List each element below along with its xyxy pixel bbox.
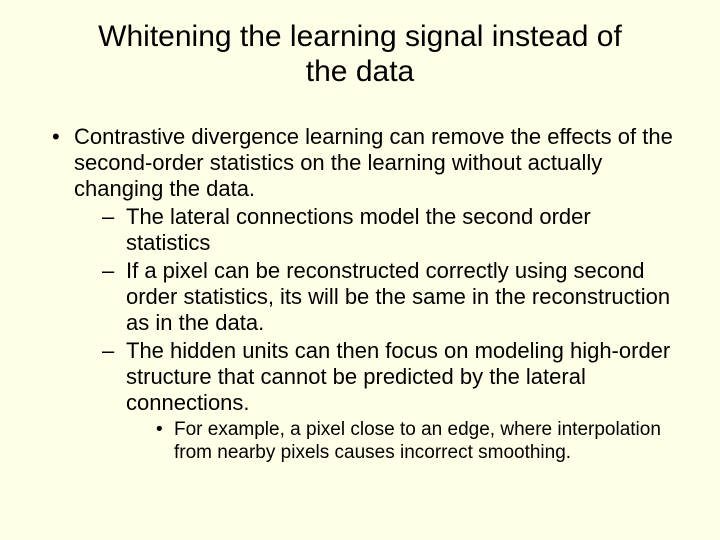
- list-item: If a pixel can be reconstructed correctl…: [102, 258, 680, 336]
- bullet-text: The hidden units can then focus on model…: [126, 338, 670, 415]
- list-item: The lateral connections model the second…: [102, 204, 680, 256]
- bullet-list-level3: For example, a pixel close to an edge, w…: [154, 419, 680, 464]
- bullet-list-level2: The lateral connections model the second…: [102, 204, 680, 464]
- bullet-text: If a pixel can be reconstructed correctl…: [126, 258, 670, 335]
- bullet-text: The lateral connections model the second…: [126, 204, 591, 255]
- list-item: For example, a pixel close to an edge, w…: [154, 419, 680, 464]
- list-item: The hidden units can then focus on model…: [102, 338, 680, 465]
- bullet-text: For example, a pixel close to an edge, w…: [174, 419, 661, 462]
- slide-title: Whitening the learning signal instead of…: [40, 20, 680, 89]
- bullet-list-level1: Contrastive divergence learning can remo…: [50, 124, 680, 464]
- bullet-text: Contrastive divergence learning can remo…: [74, 124, 673, 201]
- slide: Whitening the learning signal instead of…: [0, 0, 720, 540]
- list-item: Contrastive divergence learning can remo…: [50, 124, 680, 464]
